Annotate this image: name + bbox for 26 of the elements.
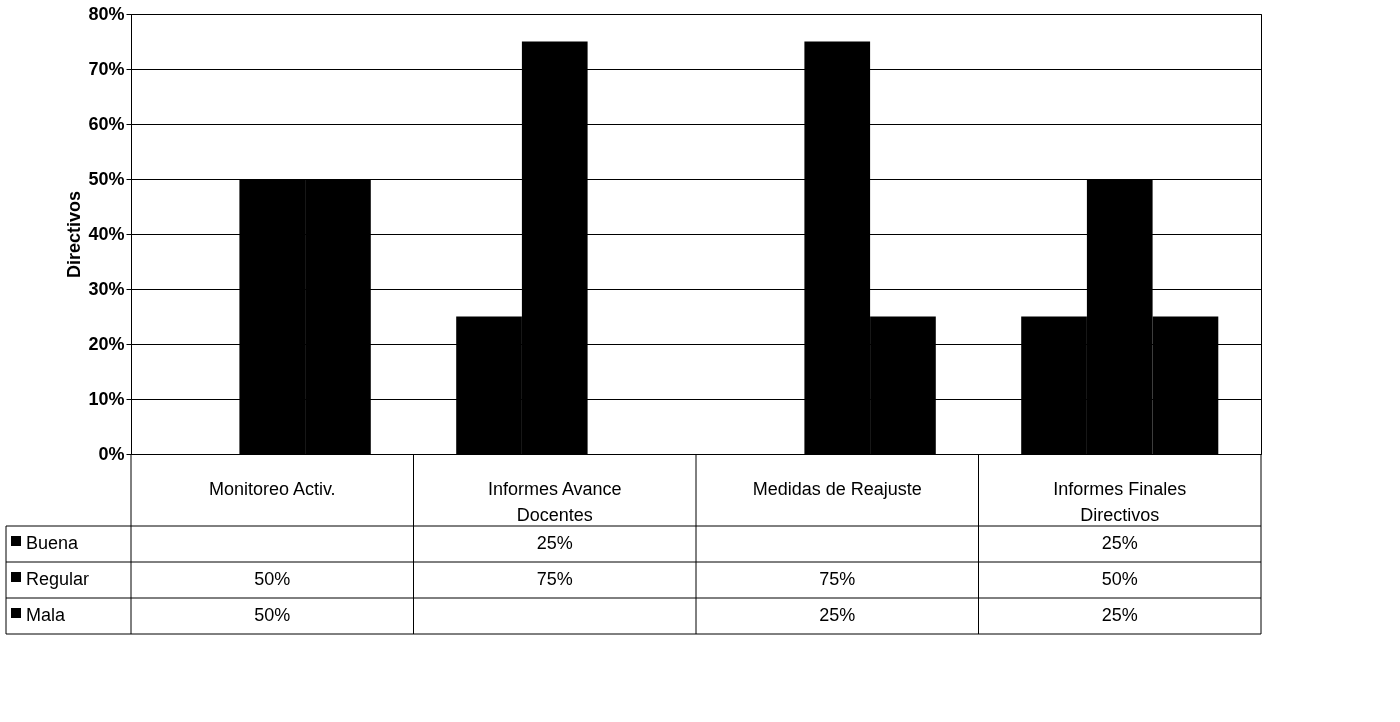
data-label: 25% <box>536 533 573 553</box>
y-tick-label: 60% <box>88 113 125 134</box>
y-axis-title: Directivos <box>64 190 85 279</box>
y-tick-label: 80% <box>88 3 125 24</box>
y-tick-label: 70% <box>88 58 125 79</box>
data-label: 50% <box>254 569 291 589</box>
data-label: 50% <box>1101 569 1138 589</box>
legend-label: Mala <box>26 605 66 625</box>
legend-label: Buena <box>26 533 80 553</box>
y-tick-label: 0% <box>98 443 125 464</box>
x-tick-label: Medidas de Reajuste <box>752 479 922 499</box>
y-tick-label: 40% <box>88 223 125 244</box>
data-label: 25% <box>1101 605 1138 625</box>
x-tick-label: Monitoreo Activ. <box>208 479 336 499</box>
y-tick-label: 20% <box>88 333 125 354</box>
data-label: 50% <box>254 605 291 625</box>
data-label: 75% <box>536 569 573 589</box>
data-label: 25% <box>1101 533 1138 553</box>
y-tick-label: 10% <box>88 388 125 409</box>
legend-label: Regular <box>26 569 90 589</box>
y-tick-label: 50% <box>88 168 125 189</box>
x-tick-label: Informes Finales Directivos <box>1053 479 1187 525</box>
y-tick-label: 30% <box>88 278 125 299</box>
data-label: 75% <box>819 569 856 589</box>
data-label: 25% <box>819 605 856 625</box>
x-tick-label: Informes Avance Docentes <box>487 479 622 525</box>
